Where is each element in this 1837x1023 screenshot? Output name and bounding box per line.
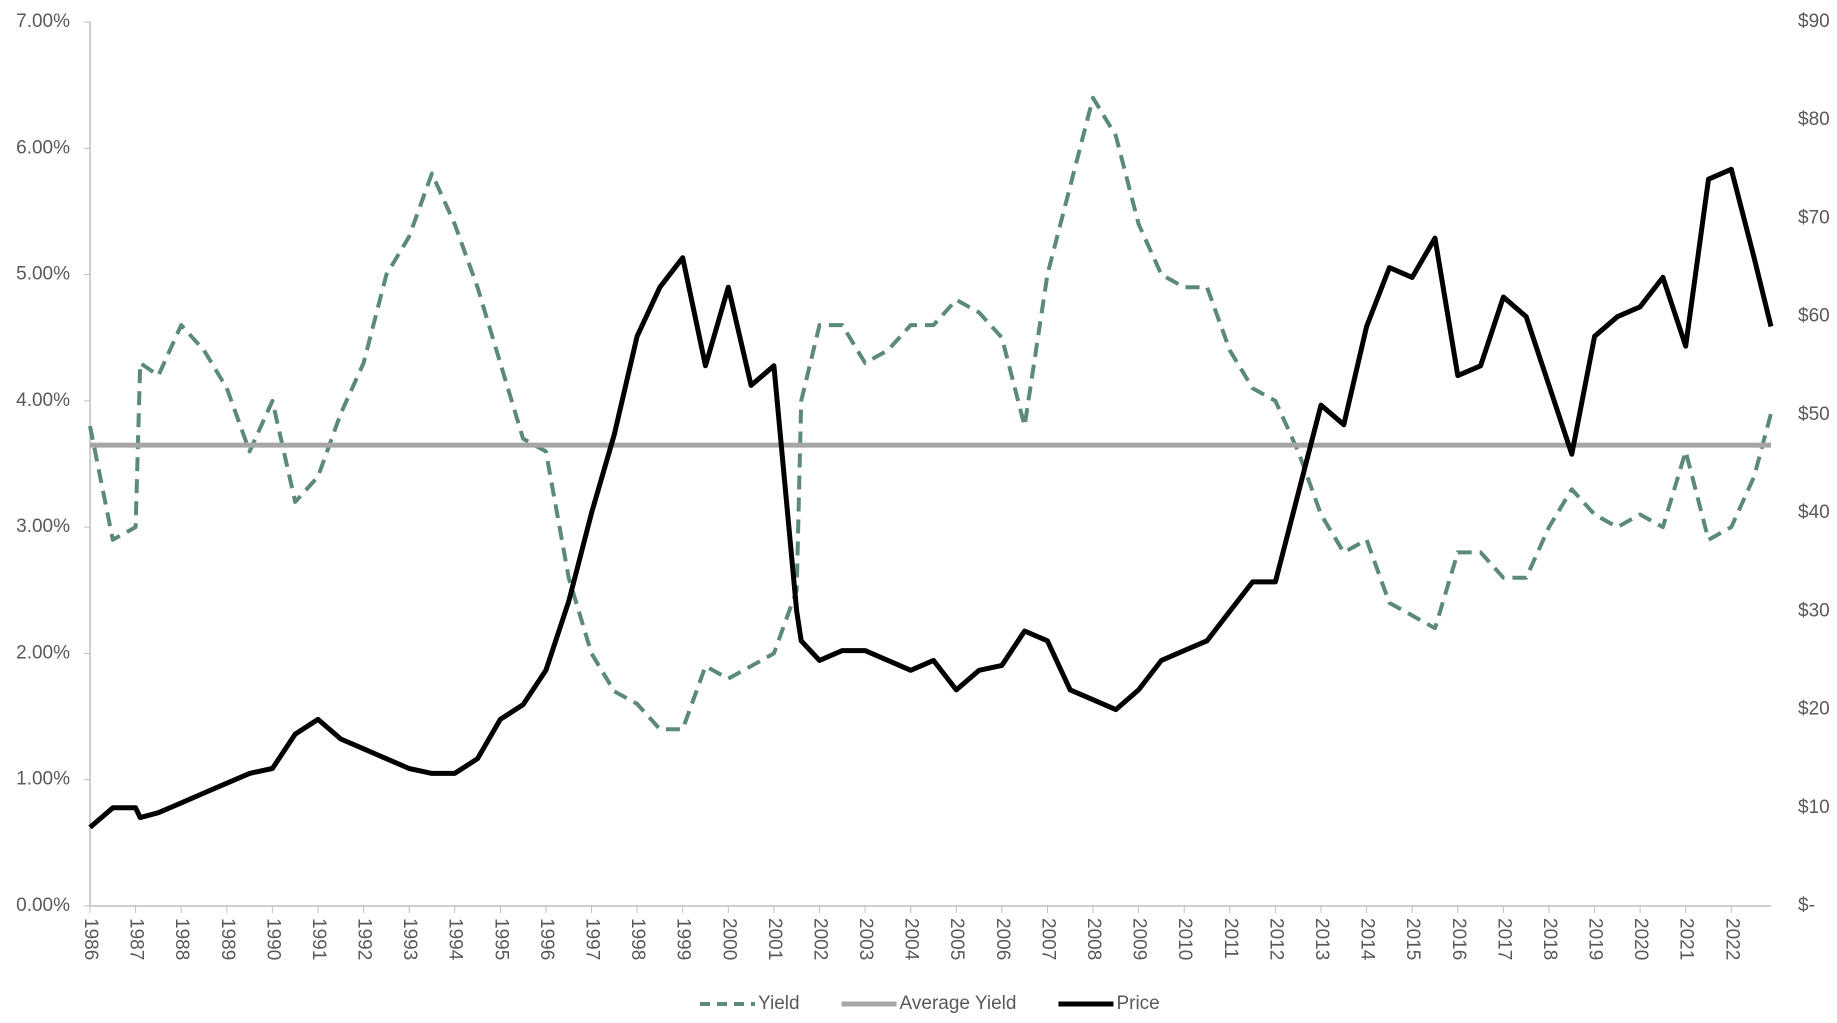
x-tick-label: 2022 — [1721, 918, 1742, 960]
y-tick-label: 5.00% — [16, 264, 70, 285]
y2-tick-label: $30 — [1798, 600, 1830, 621]
legend-label: Price — [1116, 993, 1159, 1014]
legend-label: Yield — [758, 993, 800, 1014]
x-tick-label: 2000 — [718, 918, 739, 960]
y2-tick-label: $20 — [1798, 699, 1830, 720]
y2-tick-label: $70 — [1798, 207, 1830, 228]
x-tick-label: 1999 — [673, 918, 694, 960]
x-tick-label: 2018 — [1539, 918, 1560, 960]
x-tick-label: 1988 — [171, 918, 192, 960]
x-tick-label: 2020 — [1630, 918, 1651, 960]
x-tick-label: 2021 — [1676, 918, 1697, 960]
x-tick-label: 2004 — [901, 918, 922, 961]
x-tick-label: 1994 — [445, 918, 466, 961]
y-tick-label: 7.00% — [16, 11, 70, 32]
y-tick-label: 3.00% — [16, 516, 70, 537]
series-line — [88, 166, 1774, 830]
y2-tick-label: $40 — [1798, 502, 1830, 523]
x-tick-label: 2012 — [1265, 918, 1286, 960]
y-tick-label: 1.00% — [16, 769, 70, 790]
y-tick-label: 0.00% — [16, 895, 70, 916]
x-tick-label: 2015 — [1402, 918, 1423, 960]
x-tick-label: 1996 — [536, 918, 557, 960]
y2-tick-label: $80 — [1798, 109, 1830, 130]
x-tick-label: 1991 — [308, 918, 329, 960]
legend-label: Average Yield — [900, 993, 1017, 1014]
legend-item: Price — [1058, 993, 1160, 1014]
y-tick-label: 4.00% — [16, 390, 70, 411]
x-tick-label: 2002 — [809, 918, 830, 960]
x-tick-label: 2009 — [1129, 918, 1150, 960]
y2-tick-label: $90 — [1798, 11, 1830, 32]
x-tick-label: 1998 — [627, 918, 648, 960]
x-tick-label: 2007 — [1037, 918, 1058, 960]
x-tick-label: 1995 — [490, 918, 511, 960]
x-tick-label: 2001 — [764, 918, 785, 960]
x-tick-label: 1990 — [262, 918, 283, 960]
x-tick-label: 2011 — [1220, 918, 1241, 959]
x-tick-label: 2003 — [855, 918, 876, 960]
x-tick-label: 2013 — [1311, 918, 1332, 960]
x-tick-label: 2017 — [1493, 918, 1514, 960]
y-tick-label: 6.00% — [16, 137, 70, 158]
x-tick-label: 1986 — [80, 918, 101, 960]
y2-tick-label: $10 — [1798, 797, 1830, 818]
series-line — [88, 95, 1773, 732]
x-tick-label: 2019 — [1585, 918, 1606, 960]
y2-tick-label: $50 — [1798, 404, 1830, 425]
x-tick-label: 1987 — [126, 918, 147, 960]
x-tick-label: 1997 — [582, 918, 603, 960]
x-tick-label: 2016 — [1448, 918, 1469, 960]
x-tick-label: 2008 — [1083, 918, 1104, 960]
y2-tick-label: $- — [1798, 895, 1815, 916]
x-tick-label: 2005 — [946, 918, 967, 960]
y2-tick-label: $60 — [1798, 306, 1830, 327]
x-tick-label: 1993 — [399, 918, 420, 960]
legend-item: Average Yield — [841, 993, 1017, 1014]
legend-item: Yield — [700, 993, 800, 1014]
x-tick-label: 2006 — [992, 918, 1013, 960]
x-tick-label: 2014 — [1357, 918, 1378, 961]
y-tick-label: 2.00% — [16, 642, 70, 663]
x-tick-label: 2010 — [1174, 918, 1195, 960]
x-tick-label: 1989 — [217, 918, 238, 960]
x-tick-label: 1992 — [354, 918, 375, 960]
